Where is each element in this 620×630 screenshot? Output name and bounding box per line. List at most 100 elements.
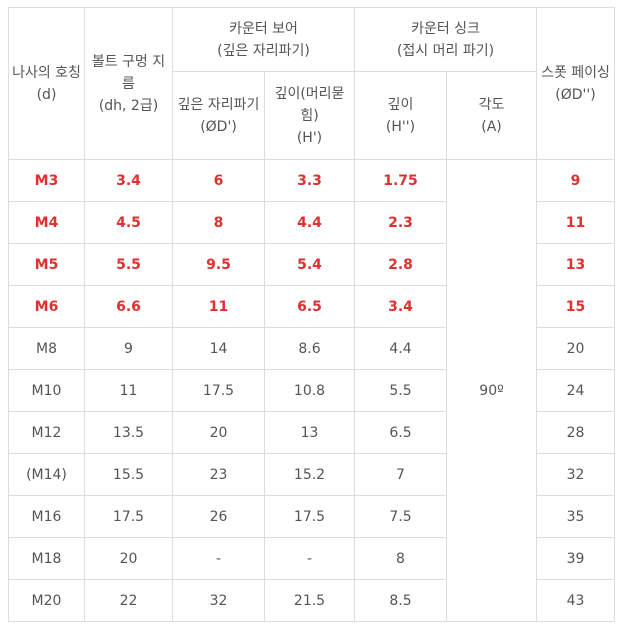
table-row: M5 5.5 9.5 5.4 2.8 13 bbox=[8, 243, 616, 286]
cell-counterbore-depth: 17.5 bbox=[264, 495, 355, 538]
cell-counterbore-dia: 17.5 bbox=[172, 369, 265, 412]
header-countersink-angle: 각도 (A) bbox=[445, 71, 538, 160]
header-bolt-hole-symbol: (dh, 2급) bbox=[98, 97, 159, 114]
cell-counterbore-dia: 20 bbox=[172, 411, 265, 454]
table-row: M12 13.5 20 13 6.5 28 bbox=[8, 411, 616, 454]
header-thread-symbol: (d) bbox=[36, 86, 57, 103]
header-bolt-hole-label: 볼트 구멍 지름 bbox=[91, 53, 166, 92]
table-row: M18 20- -8 39 bbox=[8, 537, 616, 580]
cell-thread-size: M18 bbox=[8, 537, 85, 580]
cell-spot-facing-dia: 43 bbox=[536, 579, 616, 622]
table-row: M3 3.4 6 3.3 1.75 90º 9 bbox=[8, 159, 616, 622]
cell-spot-facing-dia: 39 bbox=[536, 537, 616, 580]
cell-countersink-depth: 8 bbox=[354, 537, 447, 580]
header-cs-angle-label: 각도 bbox=[478, 96, 505, 113]
cell-countersink-depth: 6.5 bbox=[354, 411, 447, 454]
cell-countersink-depth: 5.5 bbox=[354, 369, 447, 412]
cell-spot-facing-dia: 32 bbox=[536, 453, 616, 496]
header-cs-angle-symbol: (A) bbox=[481, 118, 502, 135]
cell-counterbore-depth: 21.5 bbox=[264, 579, 355, 622]
cell-counterbore-depth: - bbox=[264, 537, 355, 580]
cell-bolt-hole-dia: 3.4 bbox=[84, 159, 173, 202]
cell-bolt-hole-dia: 15.5 bbox=[84, 453, 173, 496]
cell-spot-facing-dia: 11 bbox=[536, 201, 616, 244]
cell-thread-size: (M14) bbox=[8, 453, 85, 496]
header-spot-facing-symbol: (ØD'') bbox=[555, 86, 596, 103]
cell-spot-facing-dia: 20 bbox=[536, 327, 616, 370]
cell-thread-size: M16 bbox=[8, 495, 85, 538]
cell-counterbore-depth: 4.4 bbox=[264, 201, 355, 244]
header-countersink: 카운터 싱크 (접시 머리 파기) bbox=[353, 7, 538, 72]
cell-counterbore-depth: 5.4 bbox=[264, 243, 355, 286]
header-countersink-sub: (접시 머리 파기) bbox=[396, 42, 495, 59]
cell-countersink-depth: 1.75 bbox=[354, 159, 447, 202]
cell-counterbore-depth: 6.5 bbox=[264, 285, 355, 328]
cell-counterbore-dia: 14 bbox=[172, 327, 265, 370]
cell-thread-size: M12 bbox=[8, 411, 85, 454]
cell-counterbore-depth: 13 bbox=[264, 411, 355, 454]
header-counterbore-depth: 깊이(머리묻힘) (H') bbox=[264, 71, 355, 160]
bolt-hole-spec-table: 나사의 호칭 (d) 볼트 구멍 지름 (dh, 2급) 카운터 보어 (깊은 … bbox=[8, 7, 616, 622]
cell-counterbore-depth: 8.6 bbox=[264, 327, 355, 370]
header-thread: 나사의 호칭 (d) bbox=[8, 7, 85, 160]
header-cs-depth-symbol: (H'') bbox=[385, 118, 416, 135]
header-thread-label: 나사의 호칭 bbox=[12, 64, 81, 81]
cell-countersink-depth: 3.4 bbox=[354, 285, 447, 328]
table-row: M20 22 32 21.5 8.5 43 bbox=[8, 579, 616, 622]
cell-spot-facing-dia: 9 bbox=[536, 159, 616, 202]
cell-countersink-depth: 8.5 bbox=[354, 579, 447, 622]
cell-bolt-hole-dia: 13.5 bbox=[84, 411, 173, 454]
header-cb-depth-symbol: (H') bbox=[296, 129, 323, 146]
cell-bolt-hole-dia: 20 bbox=[84, 537, 173, 580]
cell-thread-size: M8 bbox=[8, 327, 85, 370]
cell-counterbore-depth: 15.2 bbox=[264, 453, 355, 496]
cell-counterbore-dia: 26 bbox=[172, 495, 265, 538]
header-spot-facing-label: 스폿 페이싱 bbox=[541, 64, 610, 81]
header-counterbore-label: 카운터 보어 bbox=[229, 20, 298, 37]
table-row: M8 9 14 8.6 4.4 20 bbox=[8, 327, 616, 370]
header-bolt-hole: 볼트 구멍 지름 (dh, 2급) bbox=[84, 7, 173, 160]
cell-thread-size: M6 bbox=[8, 285, 85, 328]
cell-countersink-angle: 90º bbox=[445, 159, 538, 622]
cell-thread-size: M4 bbox=[8, 201, 85, 244]
cell-thread-size: M3 bbox=[8, 159, 85, 202]
header-countersink-depth: 깊이 (H'') bbox=[354, 71, 447, 160]
header-cs-depth-label: 깊이 bbox=[387, 96, 414, 113]
header-cb-depth-label: 깊이(머리묻힘) bbox=[274, 85, 345, 124]
cell-bolt-hole-dia: 17.5 bbox=[84, 495, 173, 538]
cell-counterbore-dia: 32 bbox=[172, 579, 265, 622]
cell-counterbore-dia: 11 bbox=[172, 285, 265, 328]
cell-countersink-depth: 2.3 bbox=[354, 201, 447, 244]
cell-bolt-hole-dia: 5.5 bbox=[84, 243, 173, 286]
table-body: M3 3.4 6 3.3 1.75 90º 9 M4 4.5 8 4.4 2.3 11 M5 5.5 9.5 5… bbox=[8, 159, 616, 622]
cell-counterbore-dia: 6 bbox=[172, 159, 265, 202]
header-counterbore-sub: (깊은 자리파기) bbox=[217, 42, 310, 59]
header-spot-facing: 스폿 페이싱 (ØD'') bbox=[536, 7, 616, 160]
cell-bolt-hole-dia: 22 bbox=[84, 579, 173, 622]
cell-thread-size: M20 bbox=[8, 579, 85, 622]
header-counterbore: 카운터 보어 (깊은 자리파기) bbox=[172, 7, 355, 72]
cell-spot-facing-dia: 28 bbox=[536, 411, 616, 454]
cell-counterbore-dia: - bbox=[172, 537, 265, 580]
cell-counterbore-dia: 9.5 bbox=[172, 243, 265, 286]
cell-bolt-hole-dia: 4.5 bbox=[84, 201, 173, 244]
cell-spot-facing-dia: 13 bbox=[536, 243, 616, 286]
cell-bolt-hole-dia: 11 bbox=[84, 369, 173, 412]
cell-counterbore-dia: 8 bbox=[172, 201, 265, 244]
cell-counterbore-depth: 10.8 bbox=[264, 369, 355, 412]
cell-bolt-hole-dia: 9 bbox=[84, 327, 173, 370]
cell-countersink-depth: 7.5 bbox=[354, 495, 447, 538]
header-cb-dia-label: 깊은 자리파기 bbox=[177, 96, 260, 113]
cell-counterbore-dia: 23 bbox=[172, 453, 265, 496]
cell-thread-size: M10 bbox=[8, 369, 85, 412]
cell-countersink-depth: 7 bbox=[354, 453, 447, 496]
cell-spot-facing-dia: 24 bbox=[536, 369, 616, 412]
cell-spot-facing-dia: 15 bbox=[536, 285, 616, 328]
table-row: M4 4.5 8 4.4 2.3 11 bbox=[8, 201, 616, 244]
cell-thread-size: M5 bbox=[8, 243, 85, 286]
cell-countersink-depth: 4.4 bbox=[354, 327, 447, 370]
cell-spot-facing-dia: 35 bbox=[536, 495, 616, 538]
cell-counterbore-depth: 3.3 bbox=[264, 159, 355, 202]
header-counterbore-dia: 깊은 자리파기 (ØD') bbox=[172, 71, 265, 160]
header-countersink-label: 카운터 싱크 bbox=[411, 20, 480, 37]
